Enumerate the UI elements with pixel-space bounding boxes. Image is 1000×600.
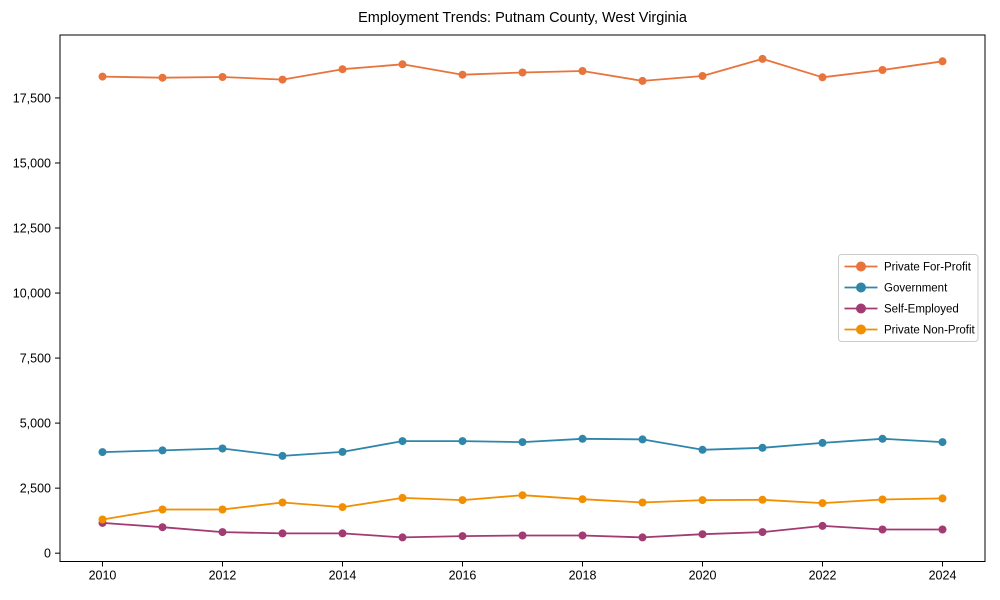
series-marker-government (758, 443, 767, 452)
legend-box (838, 254, 979, 342)
x-axis-tick-label: 2014 (329, 569, 357, 583)
chart-title: Employment Trends: Putnam County, West V… (358, 10, 687, 26)
series-marker-private-for-profit (398, 60, 407, 69)
series-marker-government (158, 446, 167, 455)
x-axis-tick-label: 2016 (449, 569, 477, 583)
series-marker-government (878, 434, 887, 443)
x-axis-tick-label: 2020 (689, 569, 717, 583)
series-marker-self-employed (878, 525, 887, 534)
series-marker-private-non-profit (758, 495, 767, 504)
series-marker-private-for-profit (638, 76, 647, 85)
legend: Private For-Profit Government Self-Employe… (838, 254, 979, 342)
series-marker-self-employed (698, 530, 707, 539)
series-marker-private-for-profit (218, 73, 227, 81)
series-marker-self-employed (818, 521, 827, 530)
series-marker-private-non-profit (518, 491, 527, 500)
series-marker-self-employed (398, 533, 407, 542)
series-marker-private-non-profit (938, 494, 947, 503)
legend-label: Self-Employed (884, 304, 959, 316)
series-marker-private-for-profit (338, 65, 347, 74)
series-marker-government (818, 438, 827, 447)
series-marker-self-employed (278, 529, 287, 538)
series-marker-government (218, 444, 227, 453)
series-marker-self-employed (638, 533, 647, 542)
series-marker-government (518, 438, 527, 447)
series-marker-self-employed (578, 531, 587, 540)
series-marker-government (578, 434, 587, 443)
legend-label: Private For-Profit (884, 262, 972, 274)
series-marker-private-non-profit (338, 503, 347, 512)
series-marker-government (398, 437, 407, 446)
legend-label: Government (884, 283, 948, 295)
series-marker-self-employed (158, 523, 167, 532)
series-marker-private-non-profit (98, 515, 107, 524)
series-marker-private-for-profit (518, 68, 527, 77)
series-marker-government (458, 437, 467, 446)
series-marker-government (278, 451, 287, 460)
series-marker-self-employed (518, 531, 527, 540)
legend-item-private-for-profit: Private For-Profit (844, 261, 972, 274)
series-marker-private-non-profit (398, 493, 407, 502)
series-marker-private-non-profit (698, 496, 707, 505)
series-marker-self-employed (458, 532, 467, 541)
series-marker-government (338, 447, 347, 456)
series-marker-self-employed (938, 525, 947, 534)
series-marker-private-for-profit (158, 73, 167, 82)
series-marker-private-for-profit (698, 72, 707, 80)
series-marker-private-for-profit (758, 54, 767, 63)
series-marker-private-non-profit (278, 498, 287, 507)
y-axis-tick-label: 15,000 (13, 156, 51, 170)
series-marker-private-non-profit (218, 505, 227, 514)
series-marker-private-non-profit (818, 499, 827, 508)
series-marker-private-non-profit (878, 495, 887, 504)
x-axis-tick-label: 2024 (929, 569, 957, 583)
series-marker-private-for-profit (98, 72, 107, 81)
series-marker-government (698, 445, 707, 454)
y-axis-tick-label: 2,500 (20, 482, 51, 496)
series-marker-private-for-profit (578, 67, 587, 75)
legend-item-self-employed: Self-Employed (844, 303, 959, 316)
y-axis-tick-label: 7,500 (20, 351, 51, 365)
series-marker-private-for-profit (878, 66, 887, 74)
series-marker-private-for-profit (938, 57, 947, 66)
series-marker-self-employed (218, 528, 227, 537)
series-marker-private-for-profit (458, 70, 467, 79)
series-marker-private-non-profit (578, 495, 587, 504)
y-axis-tick-label: 12,500 (13, 221, 51, 235)
y-axis-tick-label: 5,000 (20, 417, 51, 431)
series-marker-government (98, 448, 107, 457)
legend-item-private-non-profit: Private Non-Profit (844, 324, 976, 337)
legend-label: Private Non-Profit (884, 325, 976, 337)
legend-marker (856, 324, 866, 335)
x-axis-tick-label: 2012 (209, 569, 237, 583)
legend-marker (856, 282, 866, 293)
y-axis-tick-label: 17,500 (13, 91, 51, 105)
legend-marker (856, 261, 866, 272)
y-axis-tick-label: 10,000 (13, 286, 51, 300)
series-marker-government (638, 435, 647, 444)
legend-marker (856, 303, 866, 314)
y-axis-tick-label: 0 (44, 547, 51, 561)
x-axis-tick-label: 2022 (809, 569, 837, 583)
series-marker-private-non-profit (458, 496, 467, 505)
series-marker-self-employed (758, 528, 767, 537)
plot-frame (59, 34, 986, 562)
series-marker-private-non-profit (638, 498, 647, 507)
x-axis-tick-label: 2018 (569, 569, 597, 583)
series-marker-private-for-profit (278, 75, 287, 84)
series-marker-private-for-profit (818, 73, 827, 82)
series-marker-private-non-profit (158, 505, 167, 514)
series-marker-government (938, 438, 947, 447)
legend-item-government: Government (844, 282, 948, 295)
series-marker-self-employed (338, 529, 347, 538)
x-axis-tick-label: 2010 (89, 569, 117, 583)
